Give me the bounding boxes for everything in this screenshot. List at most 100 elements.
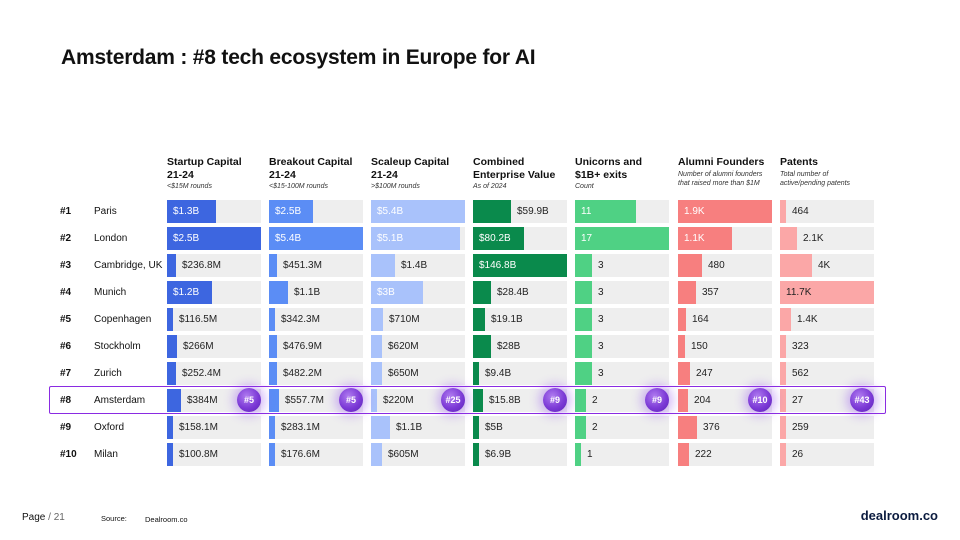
data-label: $236.8M — [182, 260, 221, 271]
data-label: 1.9K — [684, 206, 705, 217]
row-rank: #6 — [60, 341, 72, 352]
data-bar — [780, 227, 797, 250]
data-label: 1.1K — [684, 233, 705, 244]
data-label: $252.4M — [182, 368, 221, 379]
column-header-1: Startup Capital 21-24 <$15M rounds — [167, 156, 267, 191]
data-cell: 11 — [575, 200, 669, 223]
data-bar — [371, 254, 395, 277]
data-cell: $5.1B — [371, 227, 465, 250]
data-label: $5B — [485, 422, 503, 433]
data-label: $476.9M — [283, 341, 322, 352]
column-subtitle: <$15-100M rounds — [269, 183, 328, 190]
data-label: 480 — [708, 260, 725, 271]
data-label: $710M — [389, 314, 420, 325]
data-bar — [371, 227, 460, 250]
data-label: $6.9B — [485, 449, 512, 460]
data-cell: $5B — [473, 416, 567, 439]
data-cell: $266M — [167, 335, 261, 358]
data-cell: 376 — [678, 416, 772, 439]
data-cell: 1.9K — [678, 200, 772, 223]
row-rank: #9 — [60, 422, 72, 433]
column-header-4: Combined Enterprise Value As of 2024 — [473, 156, 573, 191]
data-label: 2 — [592, 422, 598, 433]
data-label: $158.1M — [179, 422, 218, 433]
data-bar — [473, 416, 479, 439]
column-subtitle: <$15M rounds — [167, 183, 212, 190]
data-bar — [678, 227, 732, 250]
data-label: $19.1B — [491, 314, 523, 325]
data-bar — [575, 200, 636, 223]
row-rank: #10 — [60, 449, 77, 460]
row-rank: #4 — [60, 287, 72, 298]
data-cell: 11.7K — [780, 281, 874, 304]
data-label: $80.2B — [479, 233, 511, 244]
data-bar — [780, 416, 786, 439]
data-bar — [678, 389, 688, 412]
data-label: 3 — [598, 368, 604, 379]
data-cell: $176.6M — [269, 443, 363, 466]
data-bar — [473, 200, 511, 223]
data-bar — [371, 281, 423, 304]
data-cell: $5.4B — [371, 200, 465, 223]
column-title: Breakout Capital 21-24 — [269, 156, 353, 181]
column-header-2: Breakout Capital 21-24 <$15-100M rounds — [269, 156, 369, 191]
row-rank: #2 — [60, 233, 72, 244]
row-rank: #7 — [60, 368, 72, 379]
data-label: $451.3M — [283, 260, 322, 271]
row-city: Paris — [94, 206, 117, 217]
data-bar — [473, 362, 479, 385]
rank-badge-6: #10 — [748, 388, 772, 412]
data-label: $220M — [383, 395, 414, 406]
data-cell: $283.1M — [269, 416, 363, 439]
data-label: 1.4K — [797, 314, 818, 325]
data-label: $5.1B — [377, 233, 404, 244]
data-label: $605M — [388, 449, 419, 460]
data-bar — [780, 281, 874, 304]
data-label: 376 — [703, 422, 720, 433]
data-cell: $605M — [371, 443, 465, 466]
data-cell: $5.4B — [269, 227, 363, 250]
row-city: Amsterdam — [94, 395, 146, 406]
data-cell: 2 — [575, 416, 669, 439]
data-cell: $9.4B — [473, 362, 567, 385]
data-cell: 3 — [575, 281, 669, 304]
data-label: 4K — [818, 260, 831, 271]
data-label: $266M — [183, 341, 214, 352]
column-title: Unicorns and $1B+ exits — [575, 156, 643, 181]
data-label: $1.2B — [173, 287, 200, 298]
page-number: Page / 21 — [22, 512, 65, 523]
data-label: $384M — [187, 395, 218, 406]
data-bar — [371, 200, 465, 223]
row-city: Zurich — [94, 368, 122, 379]
data-bar — [473, 308, 485, 331]
data-bar — [575, 416, 586, 439]
column-title: Combined Enterprise Value — [473, 156, 556, 181]
data-label: $2.5B — [173, 233, 200, 244]
column-subtitle: Count — [575, 183, 594, 190]
data-bar — [269, 200, 313, 223]
data-bar — [678, 281, 696, 304]
data-bar — [371, 389, 377, 412]
column-title: Patents — [780, 156, 818, 168]
rank-badge-3: #25 — [441, 388, 465, 412]
data-bar — [473, 281, 491, 304]
data-label: 11 — [581, 206, 592, 217]
source-text: Dealroom.co — [145, 515, 188, 524]
data-cell: 259 — [780, 416, 874, 439]
data-label: 464 — [792, 206, 809, 217]
data-bar — [269, 281, 288, 304]
data-label: $620M — [388, 341, 419, 352]
data-label: $28B — [497, 341, 521, 352]
data-bar — [473, 254, 567, 277]
data-cell: $28.4B — [473, 281, 567, 304]
data-label: 11.7K — [786, 287, 812, 298]
row-city: Copenhagen — [94, 314, 152, 325]
data-bar — [780, 200, 786, 223]
data-cell: 562 — [780, 362, 874, 385]
page-label: Page — [22, 512, 46, 523]
data-label: $5.4B — [377, 206, 404, 217]
data-bar — [269, 227, 363, 250]
data-label: 259 — [792, 422, 809, 433]
data-label: 323 — [792, 341, 809, 352]
data-bar — [678, 200, 772, 223]
